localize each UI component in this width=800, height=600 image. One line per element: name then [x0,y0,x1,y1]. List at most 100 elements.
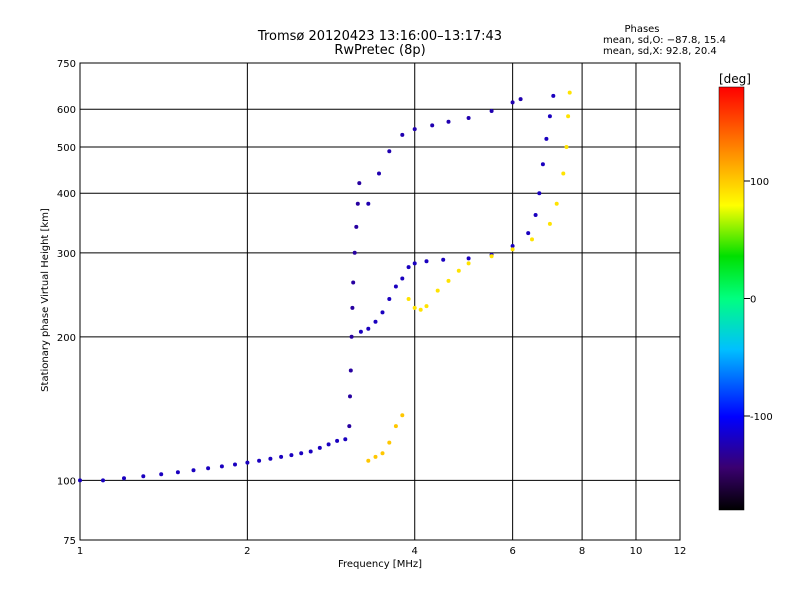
data-point [351,280,356,285]
data-point [366,201,371,206]
data-point [400,276,405,281]
plot-frame [79,62,681,541]
data-point [489,254,494,259]
data-point [510,100,515,105]
data-point [245,460,250,465]
data-point [219,464,224,469]
data-point [466,261,471,266]
x-axis-label: Frequency [MHz] [338,559,422,570]
data-point [159,472,164,477]
data-point [393,284,398,289]
data-point [380,451,385,456]
chart-title: Tromsø 20120423 13:16:00–13:17:43 [257,29,502,44]
x-tick-label: 2 [244,546,250,557]
data-point [122,476,126,481]
y-tick-label: 100 [57,476,76,487]
data-point [412,127,417,132]
data-point [561,171,566,176]
data-point [233,462,237,467]
data-point [537,191,542,196]
data-point [446,278,451,283]
data-point [257,458,262,463]
data-point [355,201,360,206]
data-point [354,224,359,229]
data-point [366,458,371,463]
data-point [554,201,559,206]
data-point [350,305,355,310]
data-point [373,454,378,459]
data-point [489,109,494,113]
data-point [279,454,284,459]
data-point [348,394,352,399]
data-point [547,221,552,226]
data-point [393,424,398,429]
data-point [566,114,571,119]
data-point [366,326,371,331]
colorbar-tick-label: 100 [750,177,769,188]
x-tick-label: 4 [412,546,418,557]
data-point [466,256,471,261]
x-axis-ticks: 1 2 4 6 8 10 12 [77,546,687,557]
data-point [526,231,531,236]
data-point [308,449,313,454]
data-point [466,116,471,120]
stats-o-mode: mean, sd,O: −87.8, 15.4 [603,35,726,46]
x-tick-label: 8 [579,546,585,557]
data-point [387,149,392,154]
data-point [78,478,82,483]
x-tick-label: 12 [674,546,687,557]
data-point [530,237,534,242]
data-point [268,456,273,461]
colorbar-tick-label: 0 [750,295,756,306]
data-point [567,90,572,95]
colorbar-gradient [718,86,745,511]
x-tick-label: 1 [77,546,83,557]
y-tick-label: 500 [57,143,76,154]
chart-subtitle: RwPretec (8p) [334,43,425,58]
data-point [349,334,354,339]
data-point [435,288,440,293]
data-point [547,114,552,119]
colorbar: [deg] -100 0 100 [718,72,773,511]
data-point [551,93,556,98]
data-points [78,90,572,483]
data-point [446,119,451,124]
data-point [544,136,549,141]
data-point [377,171,381,176]
data-point [424,304,429,309]
data-point [101,478,105,483]
data-point [400,413,405,418]
data-point [348,368,353,373]
y-tick-label: 400 [57,189,76,200]
data-point [206,466,211,471]
stats-x-mode: mean, sd,X: 92.8, 20.4 [603,46,717,57]
data-point [456,268,461,273]
data-point [299,451,304,456]
y-tick-label: 600 [57,105,76,116]
data-point [358,329,363,334]
data-point [326,442,331,447]
data-point [441,257,446,262]
data-point [430,123,435,128]
data-point [412,305,417,310]
data-point [387,440,392,445]
data-point [380,310,385,315]
data-point [400,132,405,137]
y-tick-label: 75 [63,536,76,547]
data-point [317,445,322,450]
data-point [518,97,523,102]
colorbar-tick-label: -100 [750,412,773,423]
data-point [510,244,515,248]
y-axis-label: Stationary phase Virtual Height [km] [40,208,51,392]
data-point [406,297,411,301]
y-tick-label: 300 [57,249,76,260]
data-point [141,474,146,479]
data-point [191,468,196,473]
x-tick-label: 10 [630,546,643,557]
y-axis-ticks: 75 100 200 300 400 500 600 750 [57,59,76,547]
data-point [289,453,294,458]
colorbar-ticks: -100 0 100 [744,177,773,423]
data-point [406,265,411,270]
